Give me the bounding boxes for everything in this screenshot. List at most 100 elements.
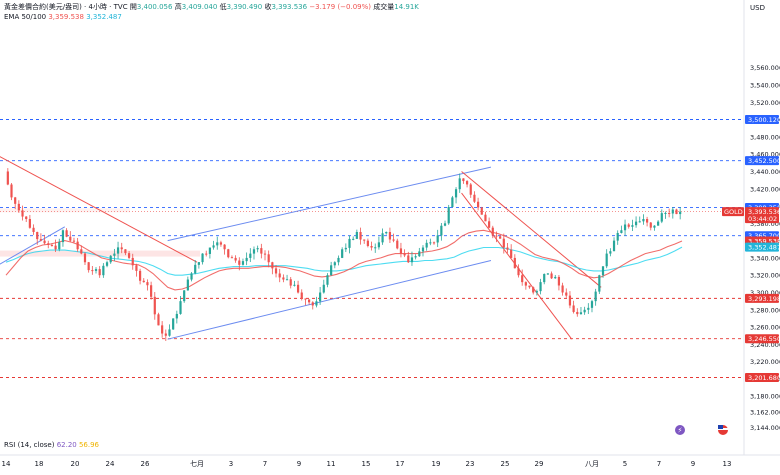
candle-body <box>535 291 538 293</box>
candle-body <box>524 282 527 286</box>
x-tick-label: 17 <box>396 460 405 468</box>
candle-body <box>267 254 270 263</box>
y-tick-label: 3,460.000 <box>750 151 780 159</box>
candle-body <box>638 221 641 223</box>
candle-body <box>414 256 417 258</box>
x-tick-label: 25 <box>501 460 510 468</box>
volume-label: 成交量 <box>373 3 395 11</box>
trendline-downtrend-mid <box>461 171 602 288</box>
candle-body <box>208 247 212 254</box>
x-tick-label: 9 <box>297 460 301 468</box>
trendline-channel-upper <box>167 166 492 242</box>
price-label: 3,500.120 <box>748 116 780 124</box>
candle-body <box>216 242 219 246</box>
candle-body <box>557 276 561 286</box>
candle-body <box>377 242 381 248</box>
candle-body <box>447 207 450 224</box>
ema-legend[interactable]: EMA 50/100 3,359.538 3,352.487 <box>4 13 122 21</box>
y-tick-label: 3,162.000 <box>750 408 780 416</box>
candle-body <box>521 275 524 283</box>
trendline-channel-left <box>0 226 66 265</box>
candle-body <box>146 282 149 286</box>
rsi-legend[interactable]: RSI (14, close) 62.20 56.96 <box>4 441 99 449</box>
candle-body <box>476 201 480 208</box>
candle-body <box>230 257 234 259</box>
candle-body <box>344 247 347 250</box>
x-tick-label: 9 <box>691 460 695 468</box>
candle-body <box>366 240 369 246</box>
candle-body <box>212 245 215 248</box>
rsi-label: RSI (14, close) <box>4 441 55 449</box>
candle-body <box>546 273 550 275</box>
price-label-bg <box>745 293 779 303</box>
candle-body <box>186 279 189 291</box>
candle-body <box>234 257 237 261</box>
candle-body <box>539 282 542 292</box>
x-tick-label: 5 <box>623 460 627 468</box>
candle-body <box>304 298 307 300</box>
candle-body <box>513 257 516 269</box>
candle-body <box>113 253 116 256</box>
candle-body <box>341 249 344 258</box>
y-tick-label: 3,420.000 <box>750 185 780 193</box>
candle-body <box>138 270 142 281</box>
x-tick-label: 八月 <box>585 460 599 468</box>
candle-body <box>205 253 208 255</box>
candle-body <box>256 248 259 250</box>
x-tick-label: 26 <box>141 460 150 468</box>
trendline-channel-lower <box>167 260 492 340</box>
candle-body <box>278 273 281 278</box>
candle-body <box>164 333 167 336</box>
candle-body <box>612 240 616 252</box>
candle-body <box>190 273 193 280</box>
ema50-value: 3,359.538 <box>48 13 84 21</box>
candle-body <box>436 235 439 243</box>
rsi-value: 62.20 <box>56 441 77 449</box>
candle-body <box>241 261 245 265</box>
low-label: 低 <box>219 3 227 11</box>
candle-body <box>98 269 101 276</box>
price-label-bg <box>745 207 779 224</box>
price-axis-unit: USD <box>750 4 765 12</box>
candle-body <box>36 231 39 240</box>
candle-body <box>322 284 325 293</box>
price-label: 3,365.700 <box>748 232 780 240</box>
candle-body <box>194 264 197 274</box>
open-label: 開 <box>129 3 137 11</box>
candle-body <box>293 284 296 286</box>
candle-body <box>554 276 557 279</box>
lightning-icon <box>675 425 685 435</box>
candle-body <box>370 245 373 248</box>
x-tick-label: 11 <box>327 460 336 468</box>
candle-body <box>315 301 318 306</box>
x-tick-label: 13 <box>723 460 732 468</box>
x-tick-label: 3 <box>229 460 233 468</box>
candle-body <box>65 230 68 237</box>
candle-body <box>572 305 575 312</box>
candle-body <box>333 262 336 266</box>
candle-body <box>469 184 472 195</box>
candle-body <box>296 284 300 293</box>
candle-body <box>219 242 223 245</box>
candle-body <box>432 242 436 244</box>
change-value: −3.179 (−0.09%) <box>309 3 372 11</box>
candle-body <box>495 235 498 237</box>
candle-body <box>561 285 564 293</box>
y-tick-label: 3,560.000 <box>750 64 780 72</box>
candle-body <box>429 242 432 244</box>
y-tick-label: 3,480.000 <box>750 133 780 141</box>
candle-body <box>271 262 274 269</box>
candle-body <box>484 214 487 222</box>
candle-body <box>403 253 406 256</box>
ema50-line <box>5 229 683 291</box>
candle-body <box>131 257 134 266</box>
candle-body <box>285 279 289 281</box>
candle-body <box>396 240 399 249</box>
y-tick-label: 3,320.000 <box>750 272 780 280</box>
price-label: 3,452.500 <box>748 157 780 165</box>
symbol-title[interactable]: 黃金差價合約(美元/盎司) · 4小時 · TVC <box>4 3 128 11</box>
price-label: 3,201.680 <box>748 374 780 382</box>
candle-body <box>543 273 546 283</box>
